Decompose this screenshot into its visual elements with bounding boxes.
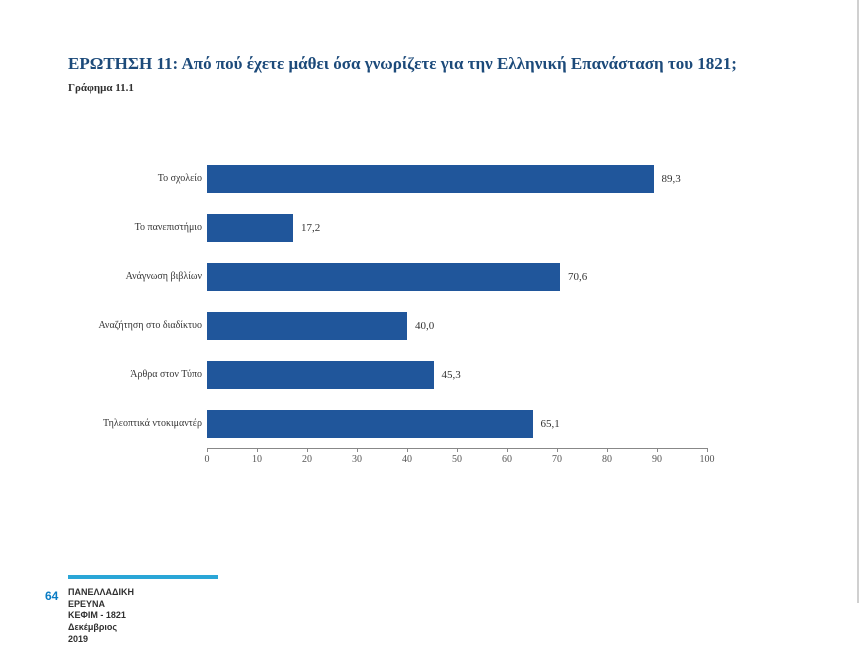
x-tick (257, 448, 258, 452)
x-tick-label: 80 (602, 454, 612, 465)
bar-category-label: Τηλεοπτικά ντοκιμαντέρ (62, 418, 202, 429)
x-tick (507, 448, 508, 452)
x-axis: 0102030405060708090100 (207, 448, 707, 449)
bar-row: Τηλεοπτικά ντοκιμαντέρ65,1 (207, 410, 707, 438)
x-tick (357, 448, 358, 452)
x-tick (657, 448, 658, 452)
x-tick (457, 448, 458, 452)
bar-category-label: Αναζήτηση στο διαδίκτυο (62, 320, 202, 331)
x-tick (307, 448, 308, 452)
footer-line2: Δεκέμβριος 2019 (68, 622, 117, 644)
bar-value-label: 45,3 (442, 369, 461, 381)
bar-row: Ανάγνωση βιβλίων70,6 (207, 263, 707, 291)
x-tick-label: 30 (352, 454, 362, 465)
bar-value-label: 40,0 (415, 320, 434, 332)
bar-category-label: Το σχολείο (62, 173, 202, 184)
bar (207, 165, 654, 193)
bar-value-label: 70,6 (568, 271, 587, 283)
x-tick-label: 40 (402, 454, 412, 465)
bar (207, 214, 293, 242)
x-tick-label: 0 (205, 454, 210, 465)
bar-value-label: 89,3 (662, 173, 681, 185)
question-title: ΕΡΩΤΗΣΗ 11: Από πού έχετε μάθει όσα γνωρ… (68, 54, 737, 74)
bar-category-label: Το πανεπιστήμιο (62, 222, 202, 233)
x-tick-label: 10 (252, 454, 262, 465)
x-tick (607, 448, 608, 452)
page: ΕΡΩΤΗΣΗ 11: Από πού έχετε μάθει όσα γνωρ… (0, 0, 820, 603)
bar-chart: Το σχολείο89,3 Το πανεπιστήμιο17,2 Ανάγνωσ… (207, 165, 707, 460)
footer-text: ΠΑΝΕΛΛΑΔΙΚΗ ΕΡΕΥΝΑ ΚΕΦΙΜ - 1821 Δεκέμβρι… (68, 587, 134, 645)
bar-row: Το πανεπιστήμιο17,2 (207, 214, 707, 242)
x-tick-label: 100 (700, 454, 715, 465)
bar-row: Το σχολείο89,3 (207, 165, 707, 193)
chart-subtitle: Γράφημα 11.1 (68, 82, 134, 94)
x-tick (207, 448, 208, 452)
page-number: 64 (45, 589, 58, 603)
x-tick-label: 60 (502, 454, 512, 465)
bar-row: Αναζήτηση στο διαδίκτυο40,0 (207, 312, 707, 340)
x-tick (557, 448, 558, 452)
x-tick-label: 50 (452, 454, 462, 465)
x-tick-label: 20 (302, 454, 312, 465)
bar (207, 263, 560, 291)
footer-line1: ΠΑΝΕΛΛΑΔΙΚΗ ΕΡΕΥΝΑ ΚΕΦΙΜ - 1821 (68, 587, 134, 620)
x-tick-label: 90 (652, 454, 662, 465)
bar (207, 361, 434, 389)
x-tick-label: 70 (552, 454, 562, 465)
footer-accent-bar (68, 575, 218, 579)
bar-row: Άρθρα στον Τύπο45,3 (207, 361, 707, 389)
x-tick (407, 448, 408, 452)
bar (207, 312, 407, 340)
bar-value-label: 17,2 (301, 222, 320, 234)
bar-category-label: Άρθρα στον Τύπο (62, 369, 202, 380)
bar-value-label: 65,1 (541, 418, 560, 430)
bar-category-label: Ανάγνωση βιβλίων (62, 271, 202, 282)
bar (207, 410, 533, 438)
x-tick (707, 448, 708, 452)
